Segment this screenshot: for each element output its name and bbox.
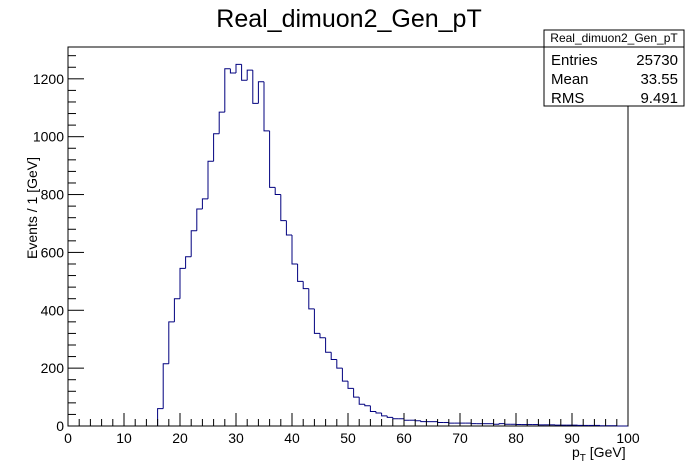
histogram-bin [347,381,354,389]
x-tick-label: 100 [616,430,640,446]
stats-box-frame [543,29,685,107]
histogram-bin [448,422,455,424]
histogram-bin [319,333,326,339]
histogram-bin [280,194,287,222]
histogram-bin [246,69,253,81]
y-tick-label: 1000 [33,129,64,145]
y-axis-ticks: 0 200 400 600 800 1000 1200 [33,55,84,434]
histogram-bars [157,63,628,427]
stats-entries-label: Entries [551,52,598,69]
stats-rms-value: 9.491 [640,90,678,107]
x-tick-label: 70 [452,430,468,446]
y-tick-label: 400 [41,302,65,318]
stats-mean-label: Mean [551,71,589,88]
histogram-bin [263,81,270,132]
x-tick-label: 40 [284,430,300,446]
y-tick-label: 600 [41,244,65,260]
x-axis-ticks: 0 10 20 30 40 50 60 70 80 90 100 [64,413,640,446]
histogram-bin [269,130,276,188]
histogram-bin [173,298,180,322]
histogram-bin [218,111,225,134]
histogram-bin [297,263,304,282]
histogram-bin [308,288,315,310]
stats-rms-label: RMS [551,90,584,107]
histogram-bin [168,321,175,364]
chart-title: Real_dimuon2_Gen_pT [216,5,481,33]
histogram-bin [241,64,248,81]
stats-box-title: Real_dimuon2_Gen_pT [550,31,678,45]
histogram-bin [285,220,292,236]
histogram-bin [291,235,298,265]
histogram-bin [330,352,337,360]
histogram-bin [470,423,477,425]
histogram-bin [375,411,382,414]
histogram-bin [504,423,511,425]
histogram-bin [493,423,500,425]
histogram-bin [302,281,309,290]
x-tick-label: 80 [508,430,524,446]
histogram-bin [201,198,208,210]
x-tick-label: 20 [172,430,188,446]
histogram-bin [420,420,427,423]
histogram-bin [190,230,197,257]
histogram-bin [498,423,505,425]
histogram-bin [353,388,360,398]
histogram-bin [369,405,376,413]
histogram-bin [364,404,371,407]
histogram-bin [257,81,264,104]
histogram-bin [162,363,169,409]
histogram-bin [207,160,214,199]
histogram-bin [229,68,236,74]
histogram-bin [213,133,220,162]
histogram-bin [274,187,281,196]
histogram-bin [196,208,203,231]
x-tick-label: 30 [228,430,244,446]
x-axis-label: pT [GeV] [572,444,626,464]
x-tick-label: 90 [564,430,580,446]
histogram-bin [386,415,393,418]
histogram-bin [185,256,192,269]
histogram-bin [414,420,421,422]
histogram-bin [358,397,365,405]
y-tick-label: 200 [41,360,65,376]
histogram-bin [336,359,343,369]
x-tick-label: 50 [340,430,356,446]
x-tick-label: 0 [64,430,72,446]
histogram-bin [235,63,242,74]
y-tick-label: 800 [41,187,65,203]
y-axis-label: Events / 1 [GeV] [24,157,40,259]
stats-entries-value: 25730 [636,52,678,69]
stats-mean-value: 33.55 [640,71,678,88]
histogram-bin [381,412,388,417]
histogram-bin [341,368,348,382]
stats-box: Real_dimuon2_Gen_pT Entries 25730 Mean 3… [543,29,685,107]
y-tick-label: 1200 [33,71,64,87]
x-tick-label: 10 [116,430,132,446]
histogram-bin [179,267,186,299]
y-tick-label: 0 [56,418,64,434]
histogram-bin [252,70,259,104]
histogram-bin [313,308,320,334]
histogram-bin [392,417,399,420]
histogram-bin [325,337,332,353]
histogram-bin [224,68,231,113]
x-tick-label: 60 [396,430,412,446]
